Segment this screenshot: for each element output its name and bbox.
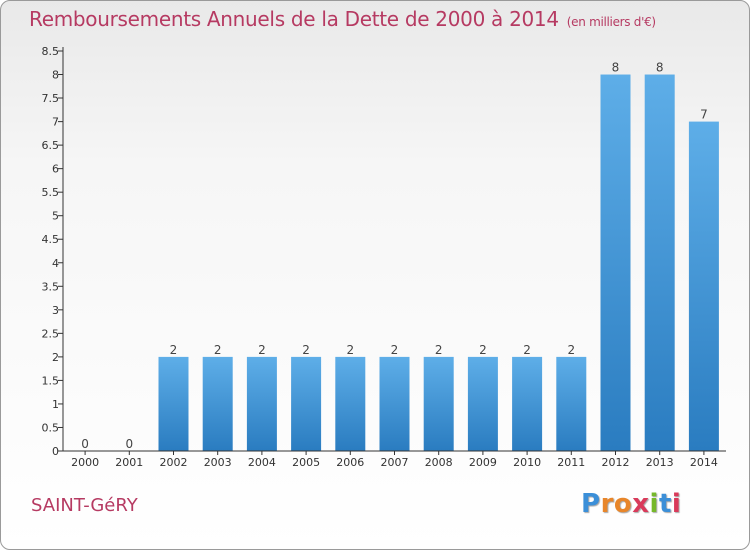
town-name: SAINT-GéRY xyxy=(31,495,138,516)
bar xyxy=(423,356,454,451)
labels-group: 0 2000 0 2001 2 2002 2 2003 2 2004 2 2005 2 2006 2 2007… xyxy=(42,45,718,469)
data-label: 0 xyxy=(81,437,89,451)
title-unit: (en milliers d'€) xyxy=(566,15,656,29)
title-main: Remboursements Annuels de la Dette de 20… xyxy=(29,7,559,31)
logo-letter: t xyxy=(658,489,672,519)
y-tick-label: 2 xyxy=(52,351,59,364)
data-label: 2 xyxy=(302,343,310,357)
bar xyxy=(246,356,277,451)
data-label: 2 xyxy=(346,343,354,357)
y-tick-label: 4 xyxy=(52,257,59,270)
data-label: 2 xyxy=(479,343,487,357)
x-tick-label: 2011 xyxy=(557,456,585,469)
x-tick-label: 2008 xyxy=(425,456,453,469)
x-tick-label: 2001 xyxy=(115,456,143,469)
bar xyxy=(335,356,366,451)
logo-letter: i xyxy=(671,489,682,519)
x-tick-label: 2004 xyxy=(248,456,276,469)
data-label: 2 xyxy=(567,343,575,357)
chart-title: Remboursements Annuels de la Dette de 20… xyxy=(29,7,656,31)
y-tick-label: 7 xyxy=(52,116,59,129)
data-label: 8 xyxy=(612,61,620,75)
bar xyxy=(202,356,233,451)
y-tick-label: 0 xyxy=(52,445,59,458)
bar xyxy=(600,74,631,451)
logo-letter: P xyxy=(581,489,601,519)
bar xyxy=(158,356,189,451)
y-tick-label: 1 xyxy=(52,398,59,411)
data-label: 2 xyxy=(214,343,222,357)
data-label: 8 xyxy=(656,61,664,75)
data-label: 7 xyxy=(700,108,708,122)
bar xyxy=(291,356,322,451)
logo-letter: x xyxy=(632,489,650,519)
y-tick-label: 3.5 xyxy=(42,280,60,293)
y-tick-label: 6.5 xyxy=(42,139,60,152)
x-tick-label: 2000 xyxy=(71,456,99,469)
y-tick-label: 8.5 xyxy=(42,45,60,58)
x-tick-label: 2012 xyxy=(602,456,630,469)
logo-letter: o xyxy=(613,489,633,519)
data-label: 2 xyxy=(523,343,531,357)
y-tick-label: 4.5 xyxy=(42,233,60,246)
axes-group xyxy=(58,47,726,455)
bars-group xyxy=(158,74,719,452)
bar xyxy=(512,356,543,451)
data-label: 2 xyxy=(391,343,399,357)
y-tick-label: 3 xyxy=(52,304,59,317)
y-tick-label: 5.5 xyxy=(42,186,60,199)
y-tick-label: 7.5 xyxy=(42,92,60,105)
x-tick-label: 2014 xyxy=(690,456,718,469)
bar xyxy=(379,356,410,451)
y-tick-label: 0.5 xyxy=(42,421,60,434)
y-tick-label: 1.5 xyxy=(42,374,60,387)
data-label: 2 xyxy=(435,343,443,357)
proxiti-logo: Proxiti xyxy=(581,489,681,519)
data-label: 0 xyxy=(125,437,133,451)
logo-letter: r xyxy=(600,489,614,519)
x-tick-label: 2009 xyxy=(469,456,497,469)
bar xyxy=(688,121,719,452)
y-tick-label: 8 xyxy=(52,69,59,82)
y-tick-label: 2.5 xyxy=(42,327,60,340)
bar xyxy=(644,74,675,451)
x-tick-label: 2007 xyxy=(381,456,409,469)
y-tick-label: 6 xyxy=(52,163,59,176)
x-tick-label: 2003 xyxy=(204,456,232,469)
logo-letter: i xyxy=(649,489,659,519)
x-tick-label: 2013 xyxy=(646,456,674,469)
bar xyxy=(556,356,587,451)
data-label: 2 xyxy=(170,343,178,357)
x-tick-label: 2002 xyxy=(160,456,188,469)
x-tick-label: 2006 xyxy=(336,456,364,469)
x-tick-label: 2010 xyxy=(513,456,541,469)
x-tick-label: 2005 xyxy=(292,456,320,469)
bar xyxy=(467,356,498,451)
y-tick-label: 5 xyxy=(52,210,59,223)
data-label: 2 xyxy=(258,343,266,357)
